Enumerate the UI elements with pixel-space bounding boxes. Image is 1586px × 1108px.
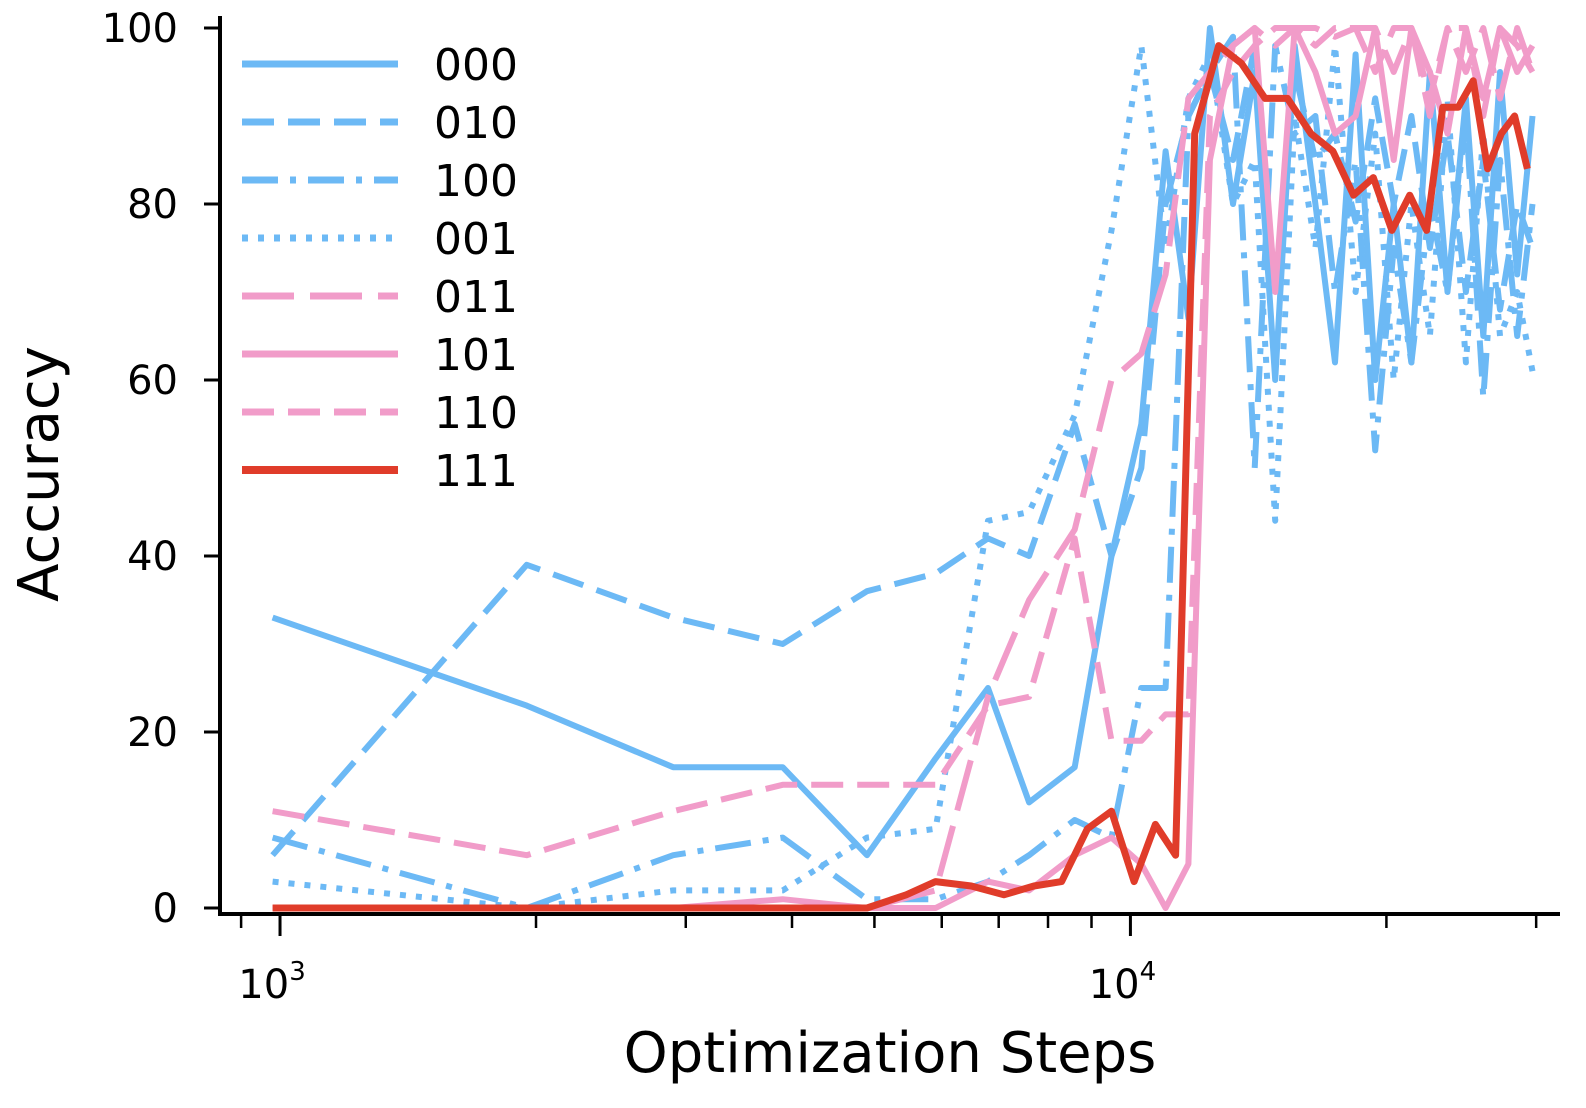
x-tick-label: 104: [1089, 957, 1156, 1008]
series-line-111: [272, 42, 1531, 912]
legend-label-011: 011: [434, 272, 518, 323]
legend-label-111: 111: [434, 446, 518, 497]
legend-label-000: 000: [434, 40, 518, 91]
legend-label-010: 010: [434, 98, 518, 149]
axes: 0 20 40 60 80 100 103 104: [102, 6, 1560, 1008]
y-tick-label: 0: [153, 886, 178, 932]
series-line-110: [272, 25, 1536, 859]
y-tick-label: 80: [127, 182, 178, 228]
legend-label-101: 101: [434, 330, 518, 381]
series-line-101: [272, 25, 1536, 911]
plot-area: [270, 25, 1536, 912]
y-tick-label: 60: [127, 358, 178, 404]
y-tick-label: 40: [127, 534, 178, 580]
legend-label-001: 001: [434, 214, 518, 265]
y-axis-title: Accuracy: [7, 346, 72, 602]
legend-label-110: 110: [434, 388, 518, 439]
y-tick-label: 20: [127, 710, 178, 756]
x-tick-label: 103: [238, 957, 305, 1008]
legend-label-100: 100: [434, 156, 518, 207]
legend: 000 010 100 001 011 101 110 111: [242, 40, 518, 497]
x-axis-title: Optimization Steps: [624, 1021, 1157, 1086]
y-tick-label: 100: [102, 6, 178, 52]
